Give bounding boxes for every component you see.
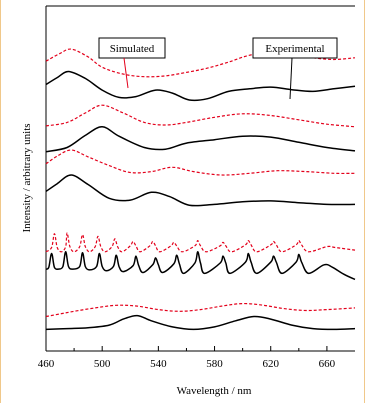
x-ticks: 460 500 540 580 620 660 xyxy=(38,346,336,370)
legend-experimental: Experimental xyxy=(252,37,338,100)
legend-simulated-label: Simulated xyxy=(110,43,155,55)
x-tick-label-580: 580 xyxy=(206,358,223,370)
experimental-spectrum-1 xyxy=(45,70,356,102)
experimental-spectrum-3 xyxy=(45,174,356,207)
experimental-spectrum-2 xyxy=(45,126,356,153)
simulated-spectrum-2 xyxy=(45,104,356,128)
simulated-spectrum-1 xyxy=(45,48,356,78)
series-layer xyxy=(45,48,356,331)
legend-simulated-pointer xyxy=(123,57,129,89)
experimental-spectrum-5 xyxy=(45,314,356,331)
legend-experimental-label: Experimental xyxy=(265,43,324,55)
x-tick-label-660: 660 xyxy=(319,358,336,370)
x-axis-label: Wavelength / nm xyxy=(177,385,252,397)
legend-experimental-pointer xyxy=(289,57,293,100)
legend-experimental-box xyxy=(252,37,338,59)
simulated-spectrum-5 xyxy=(45,302,356,318)
legend-simulated-box xyxy=(98,37,166,59)
y-axis-label: Intensity / arbitrary units xyxy=(21,123,33,232)
x-tick-label-500: 500 xyxy=(94,358,111,370)
simulated-spectrum-4 xyxy=(45,232,356,253)
x-tick-label-460: 460 xyxy=(38,358,55,370)
simulated-spectrum-3 xyxy=(45,149,356,176)
plot-frame xyxy=(45,5,355,352)
experimental-spectrum-4 xyxy=(45,251,356,281)
x-tick-label-620: 620 xyxy=(262,358,279,370)
x-tick-label-540: 540 xyxy=(150,358,167,370)
legend-simulated: Simulated xyxy=(98,37,166,89)
